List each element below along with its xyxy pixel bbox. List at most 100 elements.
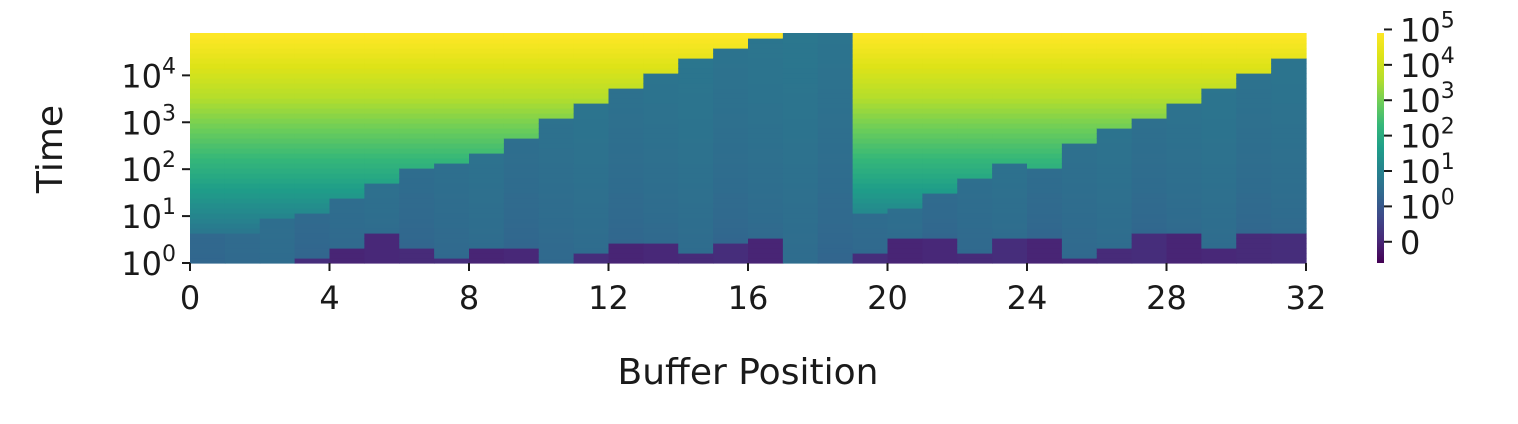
heatmap-cell	[922, 143, 958, 149]
heatmap-cell	[1166, 123, 1202, 129]
heatmap-cell	[1201, 48, 1237, 54]
heatmap-cell	[224, 33, 261, 39]
heatmap-cell	[538, 178, 575, 184]
heatmap-cell	[713, 173, 749, 179]
heatmap-cell	[224, 198, 261, 204]
heatmap-cell	[190, 33, 226, 39]
heatmap-cell	[1236, 198, 1272, 204]
heatmap-cell	[887, 123, 923, 129]
heatmap-cell	[852, 228, 889, 234]
heatmap-cell	[224, 78, 261, 84]
heatmap-cell	[713, 188, 749, 194]
heatmap-cell	[538, 193, 575, 199]
heatmap-cell	[399, 43, 435, 49]
heatmap-cell	[573, 148, 610, 154]
heatmap-cell	[782, 183, 819, 189]
heatmap-cell	[294, 258, 331, 264]
heatmap-cell	[434, 233, 470, 239]
heatmap-cell	[678, 138, 714, 144]
heatmap-cell	[957, 58, 993, 64]
heatmap-cell	[1131, 103, 1168, 109]
heatmap-cell	[224, 118, 261, 124]
heatmap-cell	[329, 143, 365, 149]
heatmap-cell	[259, 233, 296, 239]
heatmap-cell	[608, 163, 644, 169]
heatmap-cell	[817, 78, 854, 84]
heatmap-cell	[643, 108, 679, 114]
heatmap-cell	[957, 258, 993, 264]
heatmap-cell	[1201, 228, 1237, 234]
heatmap-cell	[1271, 228, 1307, 234]
heatmap-cell	[643, 68, 679, 74]
heatmap-cell	[259, 83, 296, 89]
heatmap-cell	[573, 88, 610, 94]
heatmap-cell	[190, 133, 226, 139]
heatmap-cell	[817, 73, 854, 79]
heatmap-cell	[992, 43, 1028, 49]
heatmap-cell	[1131, 208, 1168, 214]
heatmap-cell	[1096, 233, 1133, 239]
heatmap-cell	[1096, 243, 1133, 249]
heatmap-cell	[782, 98, 819, 104]
heatmap-cell	[573, 93, 610, 99]
heatmap-cell	[573, 188, 610, 194]
heatmap-cell	[957, 233, 993, 239]
heatmap-cell	[1271, 153, 1307, 159]
heatmap-cell	[399, 73, 435, 79]
heatmap-cell	[469, 243, 505, 249]
heatmap-cell	[1027, 118, 1063, 124]
heatmap-cell	[399, 123, 435, 129]
heatmap-cell	[782, 33, 819, 39]
heatmap-cell	[817, 183, 854, 189]
heatmap-cell	[817, 53, 854, 59]
heatmap-cell	[190, 143, 226, 149]
heatmap-cell	[1131, 178, 1168, 184]
heatmap-cell	[1236, 68, 1272, 74]
heatmap-cell	[364, 158, 400, 164]
heatmap-cell	[922, 133, 958, 139]
heatmap-cell	[190, 43, 226, 49]
heatmap-cell	[399, 223, 435, 229]
heatmap-cell	[538, 78, 575, 84]
heatmap-cell	[748, 78, 784, 84]
heatmap-cell	[1236, 118, 1272, 124]
heatmap-cell	[329, 88, 365, 94]
heatmap-cell	[887, 173, 923, 179]
heatmap-cell	[643, 163, 679, 169]
heatmap-cell	[678, 238, 714, 244]
heatmap-cell	[190, 198, 226, 204]
heatmap-cell	[1061, 223, 1098, 229]
heatmap-cell	[1201, 213, 1237, 219]
heatmap-cell	[782, 133, 819, 139]
heatmap-cell	[294, 233, 331, 239]
heatmap-cell	[643, 168, 679, 174]
heatmap-cell	[190, 78, 226, 84]
heatmap-cell	[887, 48, 923, 54]
heatmap-cell	[1271, 173, 1307, 179]
heatmap-cell	[713, 148, 749, 154]
heatmap-cell	[643, 143, 679, 149]
heatmap-cell	[887, 193, 923, 199]
heatmap-cell	[224, 193, 261, 199]
heatmap-cell	[887, 143, 923, 149]
heatmap-cell	[1096, 153, 1133, 159]
heatmap-cell	[224, 113, 261, 119]
heatmap-cell	[1166, 143, 1202, 149]
heatmap-cell	[1201, 193, 1237, 199]
x-tick-label: 4	[319, 279, 339, 317]
heatmap-cell	[713, 153, 749, 159]
heatmap-cell	[364, 38, 400, 44]
heatmap-cell	[713, 113, 749, 119]
heatmap-cell	[224, 93, 261, 99]
heatmap-cell	[399, 188, 435, 194]
heatmap-cell	[190, 168, 226, 174]
heatmap-cell	[678, 223, 714, 229]
heatmap-cell	[643, 138, 679, 144]
heatmap-cell	[1061, 188, 1098, 194]
heatmap-cell	[643, 78, 679, 84]
heatmap-cell	[259, 33, 296, 39]
heatmap-cell	[503, 38, 540, 44]
heatmap-cell	[399, 63, 435, 69]
heatmap-cell	[957, 113, 993, 119]
heatmap-cell	[224, 258, 261, 264]
